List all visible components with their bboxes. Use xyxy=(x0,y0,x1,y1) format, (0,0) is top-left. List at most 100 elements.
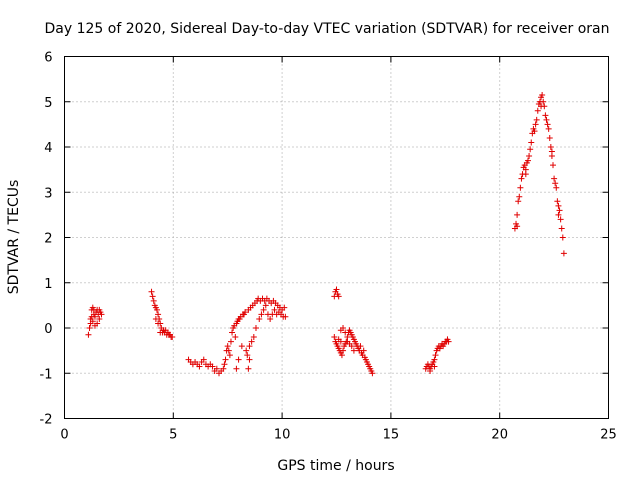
x-axis-label: GPS time / hours xyxy=(277,458,394,474)
data-point xyxy=(96,315,103,322)
data-point xyxy=(246,343,253,350)
data-point xyxy=(338,352,345,359)
data-point xyxy=(225,347,232,354)
data-point xyxy=(89,318,96,325)
data-point xyxy=(515,198,522,205)
y-tick-label: 4 xyxy=(44,141,52,156)
data-point xyxy=(517,184,524,191)
data-point xyxy=(242,309,249,316)
data-point xyxy=(557,216,564,223)
y-axis-label: SDTVAR / TECUs xyxy=(6,180,22,295)
data-series xyxy=(85,91,567,377)
data-point xyxy=(86,325,93,331)
y-tick-label: 3 xyxy=(44,186,52,201)
data-point xyxy=(554,198,561,205)
data-point xyxy=(235,356,242,363)
data-point xyxy=(518,175,525,182)
data-point xyxy=(227,338,234,345)
data-point xyxy=(262,302,269,309)
y-tick-label: 2 xyxy=(44,232,52,247)
data-point xyxy=(256,315,263,322)
data-point xyxy=(360,347,367,354)
data-point xyxy=(548,148,555,155)
x-tick-label: 5 xyxy=(169,428,177,443)
data-point xyxy=(337,338,344,345)
data-point xyxy=(94,320,101,327)
data-point xyxy=(248,338,255,345)
data-point xyxy=(522,171,529,178)
data-point xyxy=(245,365,252,372)
data-point xyxy=(260,306,267,313)
data-point xyxy=(558,225,565,232)
x-tick-label: 10 xyxy=(274,428,291,443)
data-point xyxy=(333,286,340,293)
data-point xyxy=(427,367,434,374)
data-point xyxy=(149,293,156,300)
data-point xyxy=(340,347,347,354)
data-point xyxy=(148,288,155,295)
data-point xyxy=(540,98,547,105)
data-point xyxy=(514,211,521,218)
data-point xyxy=(200,356,207,363)
data-point xyxy=(516,193,523,200)
data-point xyxy=(246,356,253,363)
data-point xyxy=(539,91,546,98)
data-point xyxy=(342,329,349,336)
data-point xyxy=(244,352,251,359)
data-point xyxy=(550,162,557,169)
data-point xyxy=(281,304,288,311)
data-point xyxy=(224,343,231,350)
data-point xyxy=(546,134,553,141)
data-point xyxy=(233,365,240,372)
data-point xyxy=(357,343,364,350)
y-tick-label: 1 xyxy=(44,277,52,292)
x-tick-label: 20 xyxy=(491,428,508,443)
data-point xyxy=(232,334,239,341)
data-point xyxy=(369,370,376,377)
data-point xyxy=(229,329,236,336)
data-point xyxy=(559,234,566,241)
data-point xyxy=(157,329,164,336)
data-point xyxy=(528,139,535,146)
data-point xyxy=(155,320,162,327)
data-point xyxy=(555,211,562,218)
data-point xyxy=(267,315,274,322)
chart-title: Day 125 of 2020, Sidereal Day-to-day VTE… xyxy=(45,21,610,37)
data-point xyxy=(150,297,157,304)
data-point xyxy=(538,103,545,110)
data-point xyxy=(222,356,229,363)
data-point xyxy=(98,311,105,318)
data-point xyxy=(96,306,103,313)
data-point xyxy=(532,121,539,128)
data-point xyxy=(169,334,176,341)
data-point xyxy=(432,352,439,359)
data-point xyxy=(282,313,289,320)
data-point xyxy=(85,331,92,338)
data-point xyxy=(431,356,438,363)
data-point xyxy=(555,202,562,209)
data-point xyxy=(514,223,521,230)
x-tick-label: 15 xyxy=(383,428,400,443)
data-point xyxy=(526,153,533,160)
data-point xyxy=(556,207,563,214)
data-point xyxy=(531,128,538,135)
data-point xyxy=(258,311,265,318)
data-point xyxy=(220,365,227,372)
data-point xyxy=(533,116,540,123)
data-point xyxy=(271,306,278,313)
data-point xyxy=(551,175,558,182)
data-point xyxy=(431,363,438,370)
y-tick-label: -1 xyxy=(40,367,53,382)
data-point xyxy=(445,338,452,345)
data-point xyxy=(552,180,559,187)
data-point xyxy=(196,363,203,370)
data-point xyxy=(524,157,531,164)
y-tick-label: 5 xyxy=(44,96,52,111)
data-point xyxy=(543,116,550,123)
x-tick-label: 0 xyxy=(60,428,68,443)
data-point xyxy=(155,311,162,318)
data-point xyxy=(340,325,347,331)
data-point xyxy=(560,250,567,257)
plot-frame xyxy=(64,56,609,419)
